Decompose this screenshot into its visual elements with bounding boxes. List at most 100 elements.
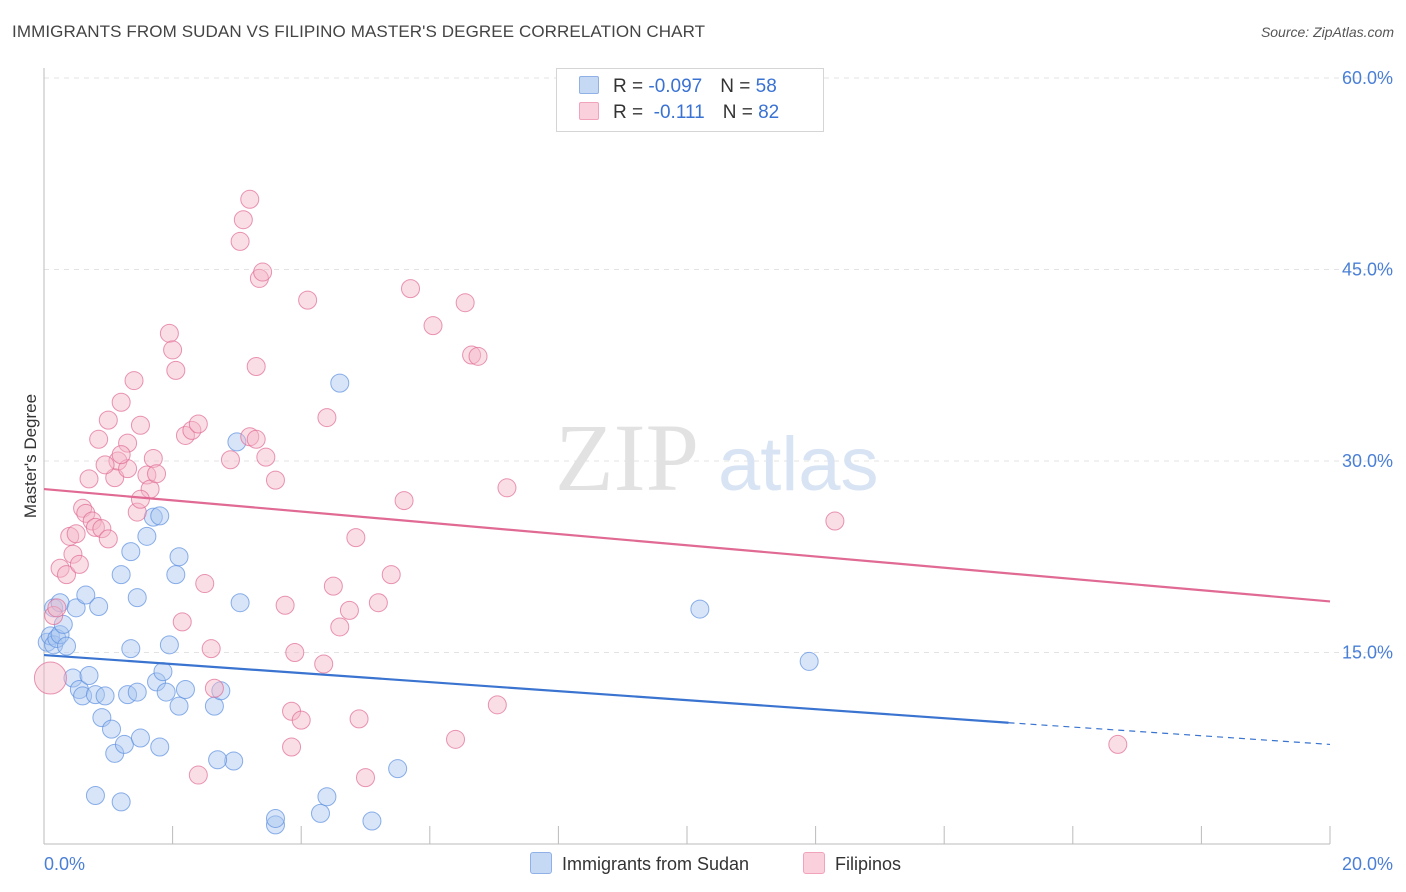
point-sudan bbox=[137, 526, 157, 546]
chart-title: IMMIGRANTS FROM SUDAN VS FILIPINO MASTER… bbox=[12, 22, 706, 41]
point-filipinos bbox=[69, 554, 89, 574]
point-filipinos bbox=[275, 595, 295, 615]
watermark-atlas: atlas bbox=[718, 422, 879, 507]
bottom-legend-sudan: Immigrants from Sudan bbox=[530, 852, 749, 875]
point-filipinos bbox=[381, 565, 401, 585]
point-sudan bbox=[799, 651, 819, 671]
point-filipinos bbox=[314, 654, 334, 674]
point-sudan bbox=[150, 506, 170, 526]
point-sudan bbox=[85, 785, 105, 805]
point-filipinos bbox=[33, 661, 67, 695]
point-sudan bbox=[95, 686, 115, 706]
point-filipinos bbox=[291, 710, 311, 730]
point-filipinos bbox=[127, 502, 147, 522]
point-filipinos bbox=[57, 565, 77, 585]
point-sudan bbox=[127, 588, 147, 608]
point-filipinos bbox=[825, 511, 845, 531]
point-filipinos bbox=[98, 410, 118, 430]
point-sudan bbox=[169, 547, 189, 567]
point-filipinos bbox=[137, 465, 157, 485]
point-sudan bbox=[175, 680, 195, 700]
point-filipinos bbox=[188, 765, 208, 785]
trend-line-sudan bbox=[43, 653, 1009, 724]
point-filipinos bbox=[98, 529, 118, 549]
legend-r-value-filipinos: -0.111 bbox=[648, 102, 705, 123]
point-filipinos bbox=[317, 408, 337, 428]
grid-lines bbox=[44, 77, 1392, 653]
point-filipinos bbox=[201, 639, 221, 659]
point-filipinos bbox=[172, 612, 192, 632]
point-sudan bbox=[690, 599, 710, 619]
point-filipinos bbox=[175, 425, 195, 445]
y-tick-label: 60.0% bbox=[1342, 68, 1393, 88]
point-filipinos bbox=[118, 433, 138, 453]
point-filipinos bbox=[256, 447, 276, 467]
point-sudan bbox=[50, 625, 70, 645]
point-sudan bbox=[224, 751, 244, 771]
point-filipinos bbox=[240, 189, 260, 209]
point-filipinos bbox=[204, 678, 224, 698]
legend-n-value-filipinos: 82 bbox=[758, 102, 780, 123]
point-sudan bbox=[121, 542, 141, 562]
point-sudan bbox=[156, 682, 176, 702]
point-filipinos bbox=[118, 459, 138, 479]
point-sudan bbox=[153, 662, 173, 682]
point-sudan bbox=[85, 685, 105, 705]
point-filipinos bbox=[468, 346, 488, 366]
point-sudan bbox=[265, 815, 285, 835]
point-sudan bbox=[310, 803, 330, 823]
point-sudan bbox=[111, 792, 131, 812]
legend-row-filipinos: R = -0.111 N = 82 bbox=[579, 102, 779, 126]
point-filipinos bbox=[497, 478, 517, 498]
point-filipinos bbox=[220, 450, 240, 470]
point-sudan bbox=[89, 597, 109, 617]
legend-r-value-sudan: -0.097 bbox=[648, 76, 703, 97]
legend-swatch-sudan bbox=[579, 76, 599, 94]
point-sudan bbox=[114, 734, 134, 754]
point-filipinos bbox=[166, 360, 186, 380]
point-filipinos bbox=[130, 415, 150, 435]
series-sudan-points bbox=[37, 373, 819, 835]
point-filipinos bbox=[89, 429, 109, 449]
point-filipinos bbox=[285, 643, 305, 662]
point-sudan bbox=[208, 750, 228, 770]
point-sudan bbox=[227, 432, 247, 452]
x-tick-label: 20.0% bbox=[1342, 854, 1393, 874]
axes bbox=[43, 68, 1331, 845]
point-filipinos bbox=[455, 293, 475, 313]
point-filipinos bbox=[163, 340, 183, 360]
point-sudan bbox=[76, 585, 96, 605]
legend-row-sudan: R = -0.097 N = 58 bbox=[579, 76, 777, 100]
point-filipinos bbox=[130, 489, 150, 509]
point-filipinos bbox=[230, 231, 250, 251]
point-sudan bbox=[111, 565, 131, 585]
point-sudan bbox=[121, 639, 141, 659]
point-filipinos bbox=[394, 491, 414, 511]
point-filipinos bbox=[195, 574, 215, 594]
point-filipinos bbox=[339, 600, 359, 620]
point-filipinos bbox=[253, 262, 273, 282]
bottom-legend-swatch-sudan bbox=[530, 852, 552, 874]
point-sudan bbox=[388, 759, 408, 779]
y-tick-label: 30.0% bbox=[1342, 451, 1393, 471]
point-sudan bbox=[159, 635, 179, 655]
point-filipinos bbox=[66, 524, 86, 544]
point-filipinos bbox=[446, 729, 466, 749]
point-sudan bbox=[47, 628, 67, 648]
trend-line-filipinos bbox=[43, 487, 1331, 603]
correlation-legend: R = -0.097 N = 58 R = -0.111 N = 82 bbox=[556, 68, 824, 132]
point-sudan bbox=[57, 636, 77, 656]
trend-lines bbox=[43, 487, 1331, 746]
point-sudan bbox=[130, 728, 150, 748]
point-filipinos bbox=[85, 517, 105, 537]
point-filipinos bbox=[423, 316, 443, 336]
bottom-legend-filipinos: Filipinos bbox=[803, 852, 901, 875]
point-sudan bbox=[362, 811, 382, 831]
watermark: ZIP atlas bbox=[555, 404, 879, 511]
point-filipinos bbox=[188, 414, 208, 434]
y-axis-label: Master's Degree bbox=[21, 394, 40, 518]
point-filipinos bbox=[92, 519, 112, 539]
point-sudan bbox=[166, 565, 186, 585]
point-filipinos bbox=[282, 737, 302, 757]
